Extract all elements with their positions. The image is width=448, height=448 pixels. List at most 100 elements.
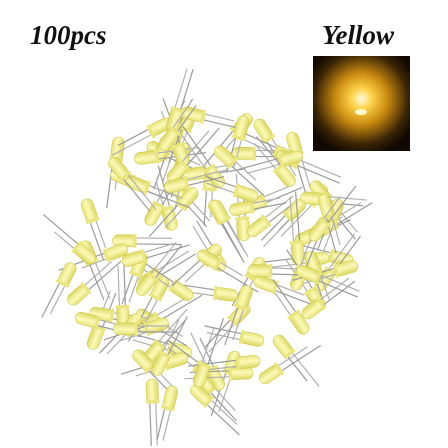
led-lead — [148, 204, 179, 237]
led-rim — [170, 106, 185, 114]
led-lead — [190, 332, 209, 370]
led-lead — [320, 274, 360, 292]
led-rim — [235, 216, 250, 221]
led — [210, 199, 249, 259]
led-body — [67, 284, 89, 306]
led-lead — [49, 285, 66, 315]
led-lead — [150, 241, 177, 274]
led-rim — [143, 180, 152, 196]
led — [188, 354, 261, 372]
led-body — [301, 299, 324, 320]
led-rim — [145, 399, 160, 404]
led-rim — [170, 141, 185, 150]
led-rim — [212, 285, 218, 301]
led-lead — [299, 236, 313, 267]
led-rim — [259, 193, 269, 208]
led-rim — [282, 210, 295, 223]
led-lead — [186, 168, 229, 181]
led-rim — [238, 329, 245, 345]
led-lead — [277, 284, 305, 296]
led-body — [58, 262, 77, 286]
led-lead — [207, 318, 224, 365]
led — [190, 384, 240, 436]
led-lead — [207, 404, 240, 436]
led — [192, 318, 224, 387]
led-lead — [144, 242, 175, 253]
led-lead — [328, 233, 356, 269]
led-lead — [41, 283, 60, 318]
led-rim — [148, 292, 163, 302]
led-lead — [318, 280, 359, 298]
led — [156, 385, 178, 441]
led-rim — [324, 265, 338, 277]
led-lead — [231, 165, 265, 196]
led — [112, 233, 182, 248]
led — [166, 68, 194, 132]
led-rim — [153, 338, 167, 351]
led-rim — [202, 395, 215, 408]
led-lead — [256, 136, 281, 166]
led-lead — [128, 276, 139, 303]
led-lead — [227, 220, 249, 258]
led-rim — [71, 240, 83, 254]
led — [184, 366, 254, 381]
led-body — [108, 156, 129, 179]
led — [296, 264, 360, 298]
led-lead — [156, 408, 166, 441]
led-lead — [158, 308, 188, 342]
led-rim — [289, 240, 304, 245]
led-rim — [268, 263, 273, 279]
led-rim — [252, 146, 256, 161]
led — [308, 185, 357, 242]
led-body — [210, 199, 229, 223]
color-label: Yellow — [322, 20, 395, 50]
led-rim — [272, 162, 286, 174]
led-lead — [167, 316, 188, 355]
led-rim — [85, 216, 100, 225]
led-rim — [152, 200, 166, 210]
led-lead — [177, 104, 197, 132]
led-lead — [162, 410, 171, 441]
led-rim — [282, 348, 296, 360]
led-rim — [183, 175, 190, 190]
led-lead — [84, 261, 112, 286]
led-lead — [281, 344, 322, 371]
led-lead — [199, 337, 215, 367]
led-rim — [109, 308, 115, 323]
led-lead — [182, 125, 212, 167]
led — [108, 156, 157, 212]
led — [58, 243, 129, 271]
led-rim — [133, 233, 137, 248]
led-tip — [355, 109, 367, 115]
led-rim — [197, 361, 212, 369]
led-lead — [95, 220, 107, 249]
led-body — [158, 128, 179, 151]
led — [80, 198, 107, 261]
led-lead — [218, 375, 232, 413]
led — [289, 191, 305, 266]
led — [229, 197, 287, 216]
led-lead — [196, 220, 214, 249]
led-rim — [235, 356, 240, 371]
led-rim — [327, 248, 335, 264]
led — [145, 378, 160, 446]
led-lead — [260, 215, 286, 241]
led — [205, 175, 259, 203]
led-body — [170, 281, 194, 301]
led-rim — [273, 362, 285, 376]
led-lead — [320, 277, 350, 301]
led — [181, 125, 225, 189]
led-rim — [118, 170, 132, 182]
led-body — [134, 150, 159, 165]
led-lead — [142, 299, 158, 327]
led-rim — [80, 281, 92, 295]
led-lead — [322, 195, 342, 220]
led-lead — [204, 319, 231, 348]
led-rim — [167, 125, 182, 136]
led-rim — [314, 270, 323, 285]
led-lead — [253, 142, 277, 170]
led-lead — [331, 216, 341, 245]
led — [135, 241, 183, 296]
led — [260, 198, 306, 248]
led-lead — [263, 219, 290, 248]
